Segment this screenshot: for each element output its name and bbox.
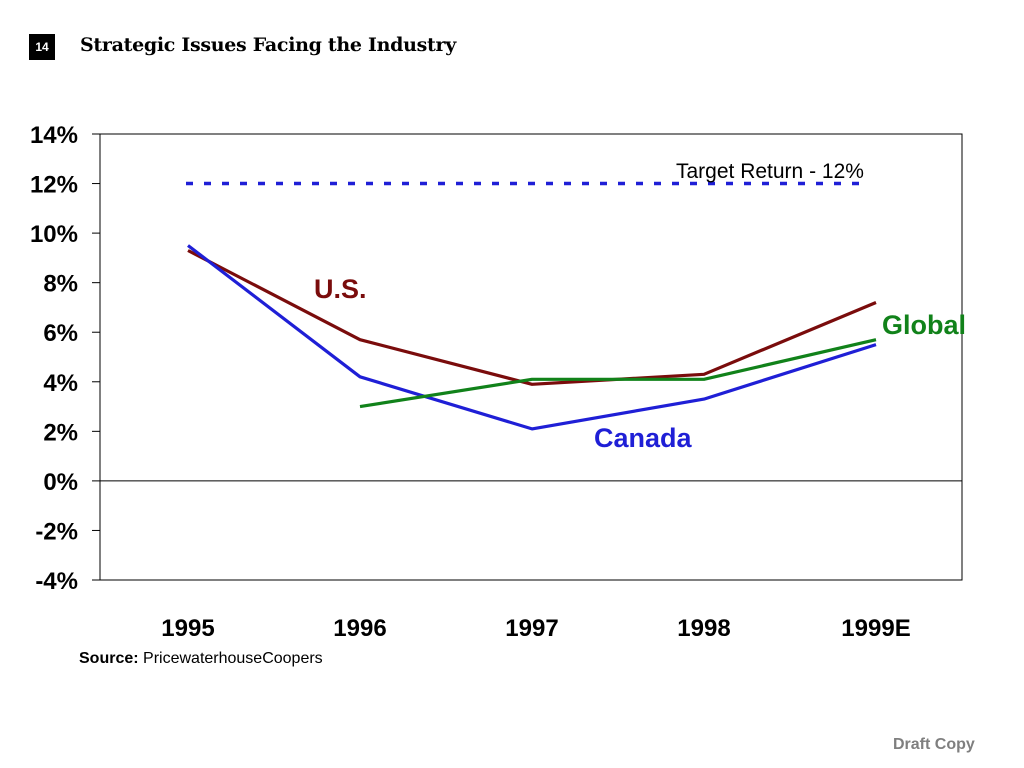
page-number-badge: 14 [29,34,55,60]
y-tick-label: 10% [30,221,78,248]
plot-area-frame [99,133,963,581]
page-title: Strategic Issues Facing the Industry [80,34,456,56]
source-text: PricewaterhouseCoopers [143,650,323,667]
y-tick-label: 0% [43,469,78,496]
series-label-global: Global [882,310,966,340]
x-tick-label: 1995 [161,615,214,640]
y-tick-label: 6% [43,320,78,347]
y-tick-label: 8% [43,271,78,298]
y-tick-label: 12% [30,172,78,199]
x-tick-label: 1999E [841,615,910,640]
x-tick-label: 1997 [505,615,558,640]
x-tick-label: 1996 [333,615,386,640]
y-tick-label: 4% [43,370,78,397]
y-tick-label: -4% [35,568,78,595]
series-line-canada [187,244,877,431]
series-label-canada: Canada [594,423,693,453]
source-label: Source: [79,650,139,667]
y-tick-label: 2% [43,419,78,446]
series-line-global [359,338,877,409]
source-note: Source: PricewaterhouseCoopers [79,650,323,668]
y-tick-label: 14% [30,122,78,149]
draft-copy-label: Draft Copy [893,736,975,753]
line-chart: 14% 12% 10% 8% 6% 4% 2% 0% -2% -4% 1995 1996 1997 199… [30,122,966,640]
target-return-label: Target Return - 12% [676,160,864,183]
y-tick-label: -2% [35,518,78,545]
series-label-us: U.S. [314,274,367,304]
x-tick-label: 1998 [677,615,730,640]
series-line-us [187,249,877,386]
